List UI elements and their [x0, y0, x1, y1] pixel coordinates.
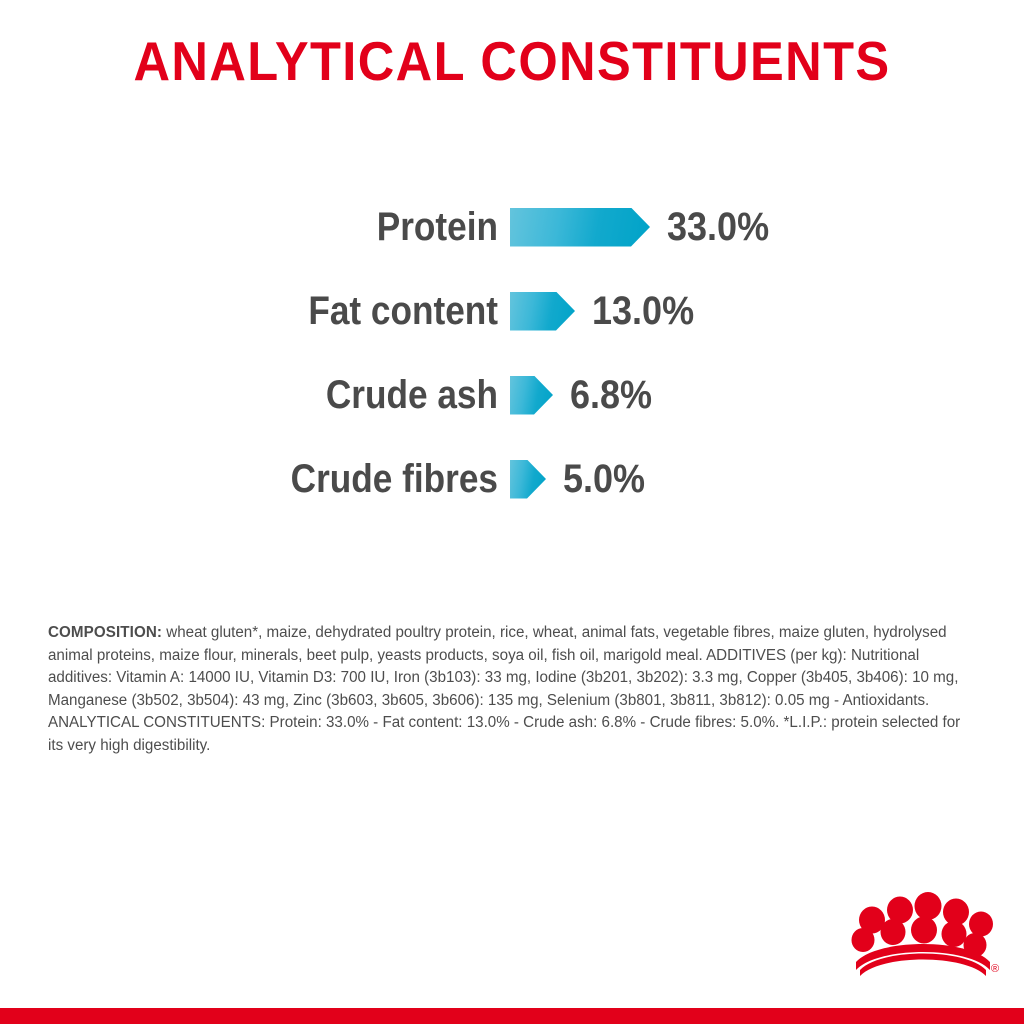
chart-bar-crude-fibres [510, 460, 546, 499]
chart-bar-crude-ash [510, 376, 553, 415]
chart-value-fat-content: 13.0% [592, 289, 695, 333]
chart-row-label: Fat content [308, 289, 498, 333]
registered-mark: ® [991, 963, 999, 975]
royal-canin-crown-logo: ® [850, 888, 1000, 980]
chart-row-label: Crude fibres [290, 457, 498, 501]
chart-bar-fat-content [510, 292, 575, 331]
composition-body: wheat gluten*, maize, dehydrated poultry… [48, 624, 961, 754]
chart-value-crude-ash: 6.8% [570, 373, 653, 417]
chart-row-fat-content: Fat content 13.0% [0, 269, 1024, 353]
chart-row-protein: Protein 33.0% [0, 185, 1024, 269]
bottom-red-band [0, 1008, 1024, 1024]
chart-bar-group: 33.0% [510, 205, 780, 249]
chart-row-crude-fibres: Crude fibres 5.0% [0, 437, 1024, 521]
composition-paragraph: COMPOSITION: wheat gluten*, maize, dehyd… [48, 622, 966, 757]
composition-block: COMPOSITION: wheat gluten*, maize, dehyd… [48, 622, 966, 757]
composition-label: COMPOSITION: [48, 624, 163, 641]
page-title: ANALYTICAL CONSTITUENTS [133, 30, 891, 92]
chart-bar-group: 5.0% [510, 457, 654, 501]
chart-row-label: Crude ash [325, 373, 498, 417]
chart-bar-group: 13.0% [510, 289, 705, 333]
chart-value-protein: 33.0% [667, 205, 770, 249]
chart-row-label: Protein [376, 205, 498, 249]
chart-row-crude-ash: Crude ash 6.8% [0, 353, 1024, 437]
chart-bar-protein [510, 208, 650, 247]
chart-bar-group: 6.8% [510, 373, 661, 417]
chart-value-crude-fibres: 5.0% [563, 457, 646, 501]
analytical-constituents-chart: Protein 33.0% Fat content 13.0% Crude as… [0, 185, 1024, 521]
